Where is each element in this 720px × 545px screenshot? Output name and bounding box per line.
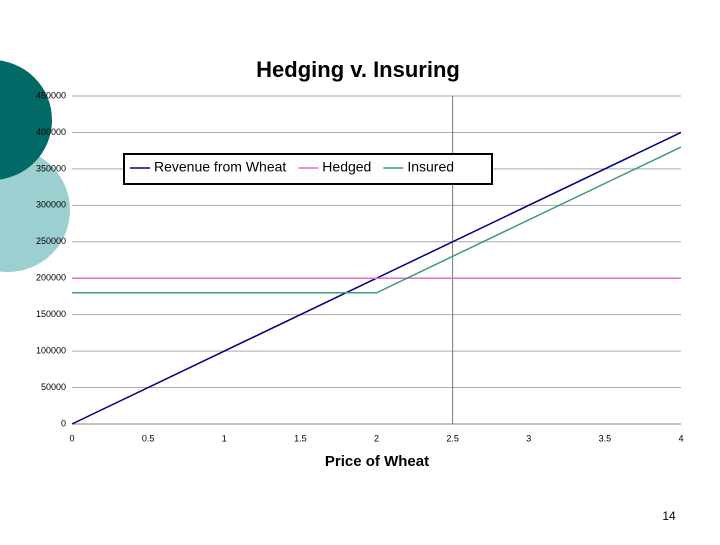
x-tick-label: 3 (526, 433, 531, 443)
legend-label: Insured (407, 159, 454, 175)
y-tick-label: 300000 (36, 200, 66, 210)
slide-number: 14 (662, 509, 676, 523)
chart-title: Hedging v. Insuring (256, 57, 460, 82)
series-line (72, 146, 682, 294)
y-tick-label: 400000 (36, 127, 66, 137)
y-tick-label: 150000 (36, 309, 66, 319)
x-tick-label: 0.5 (142, 433, 155, 443)
y-tick-label: 450000 (36, 90, 66, 100)
decor-circle (0, 60, 52, 180)
y-tick-label: 100000 (36, 345, 66, 355)
y-tick-label: 350000 (36, 163, 66, 173)
legend-label: Hedged (322, 159, 371, 175)
x-tick-label: 4 (678, 433, 683, 443)
x-tick-label: 2 (374, 433, 379, 443)
legend-box (123, 153, 493, 185)
y-tick-label: 50000 (41, 382, 66, 392)
x-tick-label: 1.5 (294, 433, 307, 443)
y-tick-label: 0 (61, 418, 66, 428)
x-axis-label: Price of Wheat (325, 453, 429, 470)
x-tick-label: 3.5 (599, 433, 612, 443)
y-tick-label: 250000 (36, 236, 66, 246)
decor-circle (0, 148, 70, 272)
legend-label: Revenue from Wheat (154, 159, 286, 175)
x-tick-label: 0 (69, 433, 74, 443)
x-tick-label: 1 (222, 433, 227, 443)
y-tick-label: 200000 (36, 273, 66, 283)
legend: Revenue from Wheat Hedged Insured (123, 153, 493, 185)
x-tick-label: 2.5 (446, 433, 459, 443)
